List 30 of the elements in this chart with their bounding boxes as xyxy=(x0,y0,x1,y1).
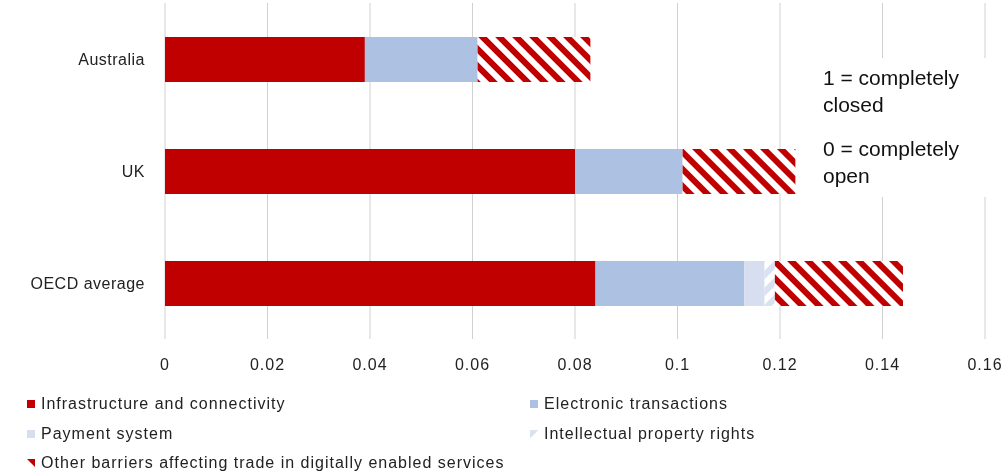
x-tick-label: 0.08 xyxy=(557,356,593,374)
bar xyxy=(774,261,903,306)
legend-label: Other barriers affecting trade in digitally enabled services xyxy=(41,454,505,472)
x-tick-label: 0.12 xyxy=(762,356,798,374)
bar xyxy=(682,149,796,194)
legend-label: Intellectual property rights xyxy=(544,424,756,443)
bar xyxy=(764,261,775,306)
legend-label: Payment system xyxy=(41,424,174,443)
x-tick-label: 0.1 xyxy=(664,356,691,374)
bar xyxy=(744,261,765,306)
y-tick-label: Australia xyxy=(78,50,145,68)
annotation: 1 = completely closed xyxy=(823,65,960,118)
x-tick-label: 0.14 xyxy=(864,356,901,374)
x-tick-label: 0.16 xyxy=(967,356,1003,374)
annotation: 0 = completely open xyxy=(823,136,960,189)
y-tick-label: UK xyxy=(121,162,145,180)
y-tick-label: OECD average xyxy=(30,274,145,292)
bar xyxy=(575,149,683,194)
bar xyxy=(477,37,591,82)
x-tick-label: 0.06 xyxy=(454,356,491,374)
legend-label: Infrastructure and connectivity xyxy=(41,395,286,413)
bar xyxy=(165,261,596,306)
x-tick-label: 0.04 xyxy=(352,356,388,374)
legend-label: Electronic transactions xyxy=(544,395,728,413)
x-tick-label: 0 xyxy=(160,356,170,374)
bar xyxy=(165,149,575,194)
bar xyxy=(595,261,745,306)
bar xyxy=(165,37,365,82)
x-tick-label: 0.02 xyxy=(249,356,286,374)
bar xyxy=(364,37,478,82)
